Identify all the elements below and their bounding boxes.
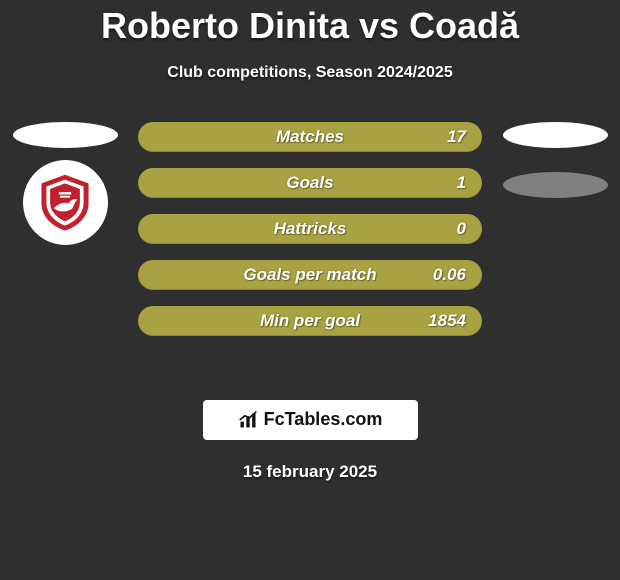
stat-bar-goals: Goals 1: [138, 168, 482, 198]
stat-bar-goals-per-match: Goals per match 0.06: [138, 260, 482, 290]
stat-label: Goals per match: [243, 265, 376, 285]
stat-label: Matches: [276, 127, 344, 147]
right-player-pill-1: [503, 122, 608, 148]
comparison-card: Roberto Dinita vs Coadă Club competition…: [0, 0, 620, 580]
stat-value-right: 0: [457, 219, 466, 239]
brand-attribution[interactable]: FcTables.com: [203, 400, 418, 440]
stat-bar-matches: Matches 17: [138, 122, 482, 152]
brand-content: FcTables.com: [238, 409, 383, 430]
stat-label: Min per goal: [260, 311, 360, 331]
stat-value-right: 17: [447, 127, 466, 147]
brand-text: FcTables.com: [264, 409, 383, 430]
left-club-logo: [23, 160, 108, 245]
bar-chart-icon: [238, 410, 258, 430]
right-player-column: [500, 122, 610, 198]
stat-bars: Matches 17 Goals 1 Hattricks 0 Goals per…: [138, 122, 482, 336]
stat-bar-hattricks: Hattricks 0: [138, 214, 482, 244]
stats-area: Matches 17 Goals 1 Hattricks 0 Goals per…: [0, 122, 620, 372]
left-player-column: [10, 122, 120, 245]
generated-date: 15 february 2025: [0, 462, 620, 482]
stat-label: Goals: [286, 173, 333, 193]
stat-label: Hattricks: [274, 219, 347, 239]
stat-value-right: 1: [457, 173, 466, 193]
stat-bar-min-per-goal: Min per goal 1854: [138, 306, 482, 336]
stat-value-right: 0.06: [433, 265, 466, 285]
spacer: [500, 148, 610, 172]
left-player-pill: [13, 122, 118, 148]
page-subtitle: Club competitions, Season 2024/2025: [0, 64, 620, 82]
right-player-pill-2: [503, 172, 608, 198]
stat-value-right: 1854: [428, 311, 466, 331]
dinamo-crest-icon: [34, 171, 96, 233]
page-title: Roberto Dinita vs Coadă: [0, 0, 620, 46]
